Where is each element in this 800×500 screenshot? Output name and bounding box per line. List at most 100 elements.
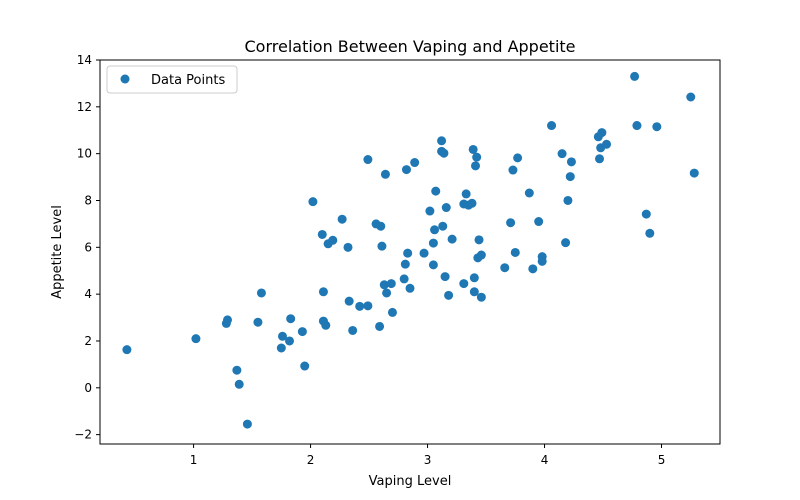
data-point — [403, 248, 413, 258]
y-tick-label: 6 — [84, 240, 92, 254]
legend: Data Points — [106, 65, 238, 94]
data-point — [524, 188, 534, 198]
data-point — [476, 250, 486, 260]
axes-frame — [99, 59, 721, 445]
data-point — [344, 296, 354, 306]
data-point — [242, 419, 252, 429]
data-point — [467, 198, 477, 208]
data-point — [379, 280, 389, 290]
data-point — [317, 229, 327, 239]
data-point — [410, 158, 420, 168]
data-point — [444, 290, 454, 300]
data-point — [363, 155, 373, 165]
data-point — [686, 92, 696, 102]
legend-label: Data Points — [151, 73, 225, 88]
chart-title: Correlation Between Vaping and Appetite — [244, 37, 575, 56]
data-point — [439, 148, 449, 158]
data-point — [223, 315, 233, 325]
data-point — [689, 168, 699, 178]
data-point — [253, 317, 263, 327]
legend-box — [106, 65, 238, 94]
y-tick-label: 10 — [77, 147, 92, 161]
data-point — [597, 128, 607, 138]
x-tick-label: 1 — [190, 453, 198, 467]
data-point — [557, 149, 567, 159]
data-point — [428, 238, 438, 248]
data-point — [565, 172, 575, 182]
legend-marker — [120, 74, 130, 84]
y-tick-label: 0 — [84, 381, 92, 395]
y-tick-label: 4 — [84, 287, 92, 301]
data-point — [430, 225, 440, 235]
data-point — [447, 234, 457, 244]
data-point — [437, 136, 447, 146]
data-point — [400, 259, 410, 269]
data-point — [632, 121, 642, 131]
data-point — [297, 327, 307, 337]
data-point — [468, 144, 478, 154]
data-point — [363, 301, 373, 311]
data-point — [232, 365, 242, 375]
data-point — [377, 241, 387, 251]
data-point — [428, 260, 438, 270]
data-point — [337, 214, 347, 224]
data-point — [355, 301, 365, 311]
data-point — [419, 248, 429, 258]
data-point — [401, 165, 411, 175]
data-point — [469, 273, 479, 283]
data-point — [380, 169, 390, 179]
data-point — [440, 272, 450, 282]
data-point — [308, 197, 318, 207]
data-point — [348, 325, 358, 335]
data-point — [472, 152, 482, 162]
data-point — [595, 154, 605, 164]
data-point — [641, 209, 651, 219]
data-point — [469, 287, 479, 297]
y-tick-label: 8 — [84, 193, 92, 207]
data-point — [561, 238, 571, 248]
data-point — [438, 221, 448, 231]
y-tick-label: 14 — [77, 53, 92, 67]
data-point — [506, 218, 516, 228]
data-point — [441, 203, 451, 213]
data-point — [474, 235, 484, 245]
y-tick-label: 12 — [77, 100, 92, 114]
data-point — [375, 321, 385, 331]
data-point — [534, 217, 544, 227]
data-point — [321, 320, 331, 330]
x-axis-label: Vaping Level — [369, 474, 452, 489]
data-point — [387, 307, 397, 317]
data-point — [652, 122, 662, 132]
data-point — [405, 283, 415, 293]
data-point — [234, 379, 244, 389]
data-point — [318, 287, 328, 297]
data-point — [276, 343, 286, 353]
data-point — [300, 361, 310, 371]
y-tick-label: −2 — [74, 428, 92, 442]
data-point — [376, 221, 386, 231]
data-point — [537, 252, 547, 262]
data-point — [566, 157, 576, 167]
x-tick-label: 4 — [541, 453, 549, 467]
data-point — [386, 279, 396, 289]
data-point — [328, 235, 338, 245]
data-point — [510, 247, 520, 257]
data-point — [461, 189, 471, 199]
data-point — [513, 153, 523, 163]
data-point — [122, 345, 132, 355]
y-axis-label: Appetite Level — [50, 205, 65, 299]
data-point — [459, 279, 469, 289]
data-point — [630, 71, 640, 81]
data-point — [508, 165, 518, 175]
data-point — [256, 288, 266, 298]
x-tick-label: 3 — [424, 453, 432, 467]
x-tick-label: 5 — [658, 453, 666, 467]
data-point — [500, 263, 510, 273]
data-point — [645, 228, 655, 238]
data-point — [343, 242, 353, 252]
data-point — [476, 292, 486, 302]
data-point — [528, 264, 538, 274]
data-point — [425, 206, 435, 216]
